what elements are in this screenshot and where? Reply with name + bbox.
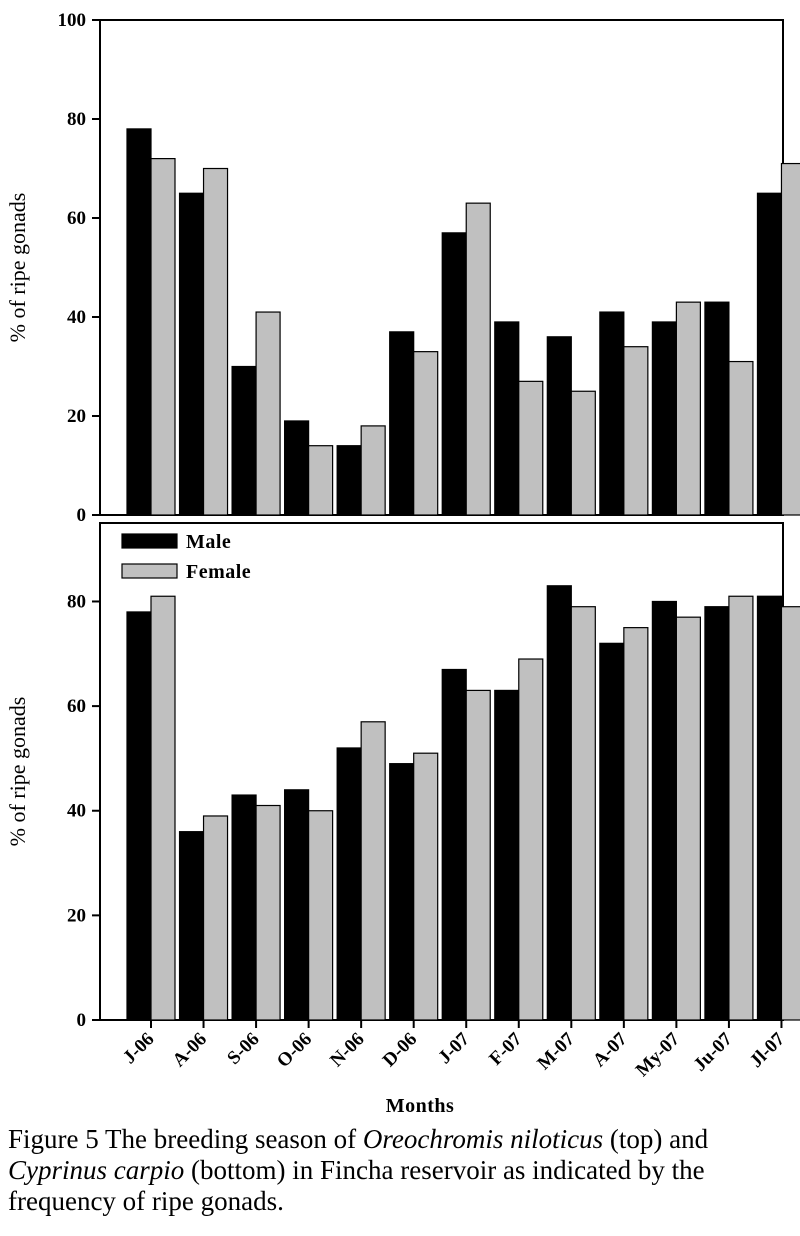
top-bar-male-Jl-07: [756, 192, 783, 516]
top-panel: 0 20 40 60 80 100 % of ripe gonads: [5, 10, 800, 526]
bottom-bar-male-My-07: [651, 600, 677, 1021]
legend-swatch-female: [121, 563, 178, 579]
top-bar-male-S-06: [231, 365, 257, 516]
bottom-bar-male-S-06: [231, 794, 257, 1021]
bottom-bar-male-J-07: [441, 668, 467, 1021]
xtick-label-My-07: My-07: [632, 1028, 685, 1081]
top-bar-female-N-06: [360, 425, 386, 516]
xtick-label-Jl-07: Jl-07: [746, 1028, 790, 1072]
figure-caption: Figure 5 The breeding season of Oreochro…: [8, 1124, 792, 1217]
x-axis-title: Months: [386, 1095, 455, 1117]
xtick-label-O-06: O-06: [273, 1029, 316, 1072]
legend-label-female: Female: [186, 561, 251, 583]
bottom-bar-female-Jl-07: [780, 606, 800, 1021]
top-bar-male-O-06: [284, 420, 310, 516]
bottom-bar-male-Jl-07: [756, 595, 783, 1021]
top-ytick-label-100: 100: [58, 10, 87, 31]
bottom-bar-female-J-07: [465, 689, 491, 1021]
bottom-bar-male-M-07: [546, 585, 572, 1021]
top-bar-female-O-06: [308, 445, 334, 516]
bottom-ytick-label-0: 0: [77, 1010, 87, 1031]
xtick-label-A-07: A-07: [589, 1028, 632, 1071]
bottom-bar-female-N-06: [360, 721, 386, 1021]
legend-label-male: Male: [186, 531, 231, 553]
top-bar-male-F-07: [494, 321, 520, 516]
top-bar-male-My-07: [651, 321, 677, 516]
top-bar-female-Ju-07: [728, 360, 754, 516]
bottom-bar-female-F-07: [518, 658, 544, 1021]
bottom-bar-female-My-07: [675, 616, 701, 1021]
xtick-label-J-07: J-07: [434, 1028, 474, 1068]
bottom-bar-female-D-06: [413, 752, 439, 1021]
bottom-ytick-label-40: 40: [67, 801, 86, 822]
bottom-bar-female-J-06: [150, 595, 176, 1021]
bottom-panel: 0 20 40 60 80 % of ripe gonads J-06 A-06 S-06 O-0…: [5, 522, 800, 1117]
bottom-bar-male-Ju-07: [704, 606, 730, 1021]
bottom-bar-male-J-06: [126, 611, 152, 1021]
bottom-bar-male-D-06: [389, 763, 415, 1021]
bottom-bar-female-S-06: [255, 804, 281, 1021]
bottom-bar-female-M-07: [570, 606, 596, 1021]
bottom-bar-male-F-07: [494, 689, 520, 1021]
top-ytick-label-60: 60: [67, 208, 86, 229]
top-bar-female-S-06: [255, 311, 281, 516]
xtick-label-Ju-07: Ju-07: [690, 1028, 737, 1075]
caption-prefix: Figure 5 The breeding season of: [8, 1124, 363, 1154]
xtick-label-D-06: D-06: [379, 1029, 421, 1071]
bottom-y-axis-title: % of ripe gonads: [5, 697, 30, 847]
xtick-label-A-06: A-06: [169, 1029, 211, 1071]
top-bar-female-F-07: [518, 380, 544, 516]
top-bar-male-J-06: [126, 128, 152, 516]
bottom-bar-male-N-06: [336, 747, 362, 1021]
xtick-label-S-06: S-06: [223, 1029, 263, 1069]
top-bar-female-Jl-07: [780, 162, 800, 516]
bottom-bar-female-A-06: [202, 815, 229, 1021]
caption-mid: (top) and: [603, 1124, 709, 1154]
top-bar-female-M-07: [570, 390, 596, 516]
bottom-bar-male-A-07: [599, 642, 625, 1021]
bottom-ytick-label-80: 80: [67, 591, 86, 612]
bottom-bar-female-Ju-07: [728, 595, 754, 1021]
top-bar-male-A-06: [178, 192, 205, 516]
caption-species-1: Oreochromis niloticus: [362, 1124, 604, 1154]
xtick-label-N-06: N-06: [326, 1029, 368, 1071]
legend-swatch-male: [121, 533, 178, 549]
figure-5-charts: 0 20 40 60 80 100 % of ripe gonads 0 20 40 60 80 % …: [5, 10, 800, 1117]
top-bar-male-N-06: [336, 445, 362, 516]
top-bar-female-A-07: [623, 346, 649, 516]
top-bar-female-J-06: [150, 158, 176, 516]
top-ytick-label-80: 80: [67, 109, 86, 130]
xtick-label-J-06: J-06: [119, 1029, 158, 1068]
top-bar-female-D-06: [413, 351, 439, 516]
top-bar-male-M-07: [546, 336, 572, 516]
top-bar-male-D-06: [389, 331, 415, 516]
top-bar-male-A-07: [599, 311, 625, 516]
bottom-ytick-label-20: 20: [67, 905, 86, 926]
top-bar-female-J-07: [465, 202, 491, 516]
bottom-ytick-label-60: 60: [67, 696, 86, 717]
top-ytick-label-40: 40: [67, 307, 86, 328]
bottom-bar-female-A-07: [623, 627, 649, 1021]
top-y-axis-title: % of ripe gonads: [5, 193, 30, 343]
top-bar-female-My-07: [675, 301, 701, 516]
caption-suffix: (bottom) in Fincha reservoir as indicate…: [8, 1155, 705, 1216]
bottom-bar-male-O-06: [284, 789, 310, 1021]
top-ytick-label-0: 0: [77, 505, 87, 526]
top-bar-male-J-07: [441, 232, 467, 516]
top-ytick-label-20: 20: [67, 406, 86, 427]
xtick-label-M-07: M-07: [533, 1028, 579, 1074]
bottom-bar-male-A-06: [178, 831, 205, 1021]
top-bar-female-A-06: [202, 167, 229, 516]
caption-species-2: Cyprinus carpio: [8, 1155, 185, 1185]
top-bar-male-Ju-07: [704, 301, 730, 516]
bottom-bar-female-O-06: [308, 810, 334, 1021]
xtick-label-F-07: F-07: [485, 1028, 526, 1069]
